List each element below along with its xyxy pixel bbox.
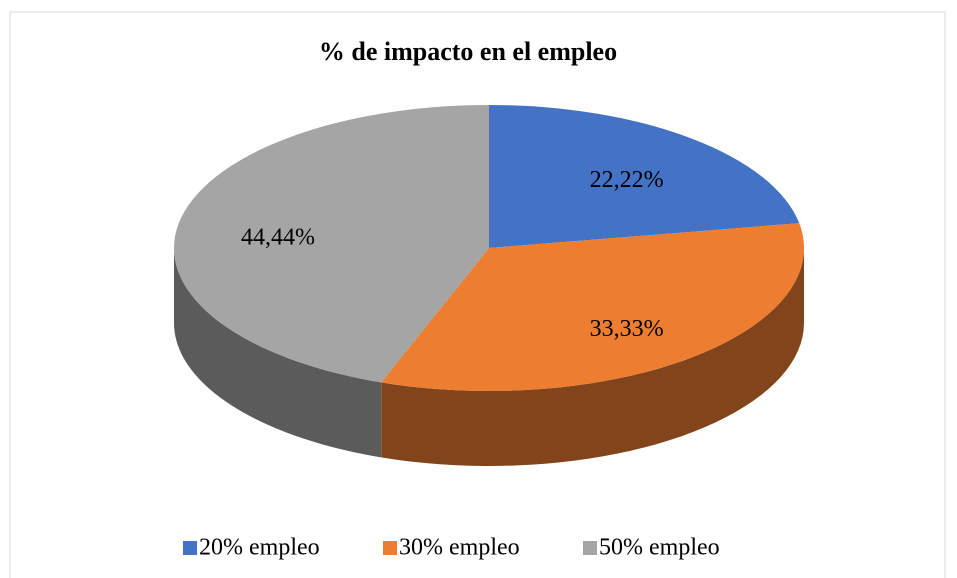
data-label: 44,44% [241,225,315,251]
slice [489,105,800,248]
legend-label: 50% empleo [599,535,720,561]
legend-swatch [383,541,397,555]
slice-side [174,248,382,458]
slice [174,105,489,383]
slice-side [381,248,804,466]
legend-swatch [583,541,597,555]
slice [381,223,804,391]
chart-title: % de impacto en el empleo [319,37,617,66]
legend-label: 30% empleo [399,535,520,561]
data-label: 33,33% [590,316,664,342]
legend-label: 20% empleo [199,535,320,561]
data-label: 22,22% [590,167,664,193]
legend-swatch [183,541,197,555]
